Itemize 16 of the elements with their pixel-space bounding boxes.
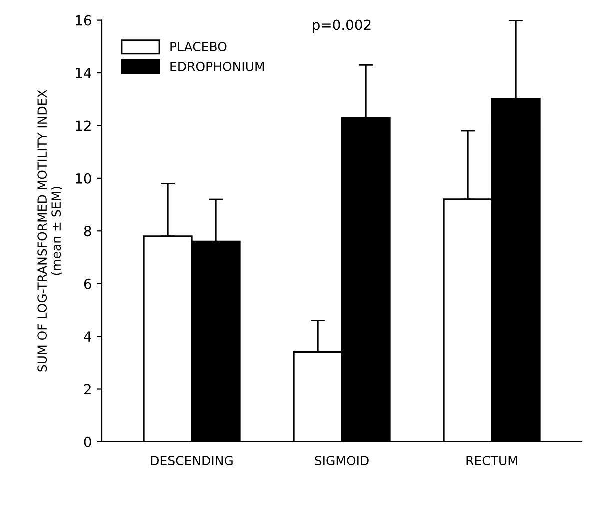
- x-tick-label: SIGMOID: [315, 456, 369, 466]
- y-tick-label: 0: [84, 436, 92, 448]
- x-tick-label: RECTUM: [466, 456, 518, 466]
- y-tick-label: 4: [84, 332, 92, 342]
- y-axis-title: SUM OF LOG-TRANSFORMED MOTILITY INDEX (mean ± SEM): [38, 90, 63, 372]
- y-tick-label: 6: [84, 278, 92, 290]
- y-tick-label: 10: [76, 173, 92, 184]
- y-tick-label: 14: [76, 68, 92, 78]
- y-tick-label: 16: [76, 15, 92, 26]
- legend-label: PLACEBO: [170, 42, 227, 52]
- y-tick-label: 2: [84, 384, 91, 395]
- y-tick-label: 8: [84, 226, 92, 237]
- x-tick-label: DESCENDING: [151, 456, 233, 466]
- legend-label: EDROPHONIUM: [170, 62, 264, 72]
- annotation: p=0.002: [313, 20, 371, 33]
- y-tick-label: 12: [76, 120, 91, 132]
